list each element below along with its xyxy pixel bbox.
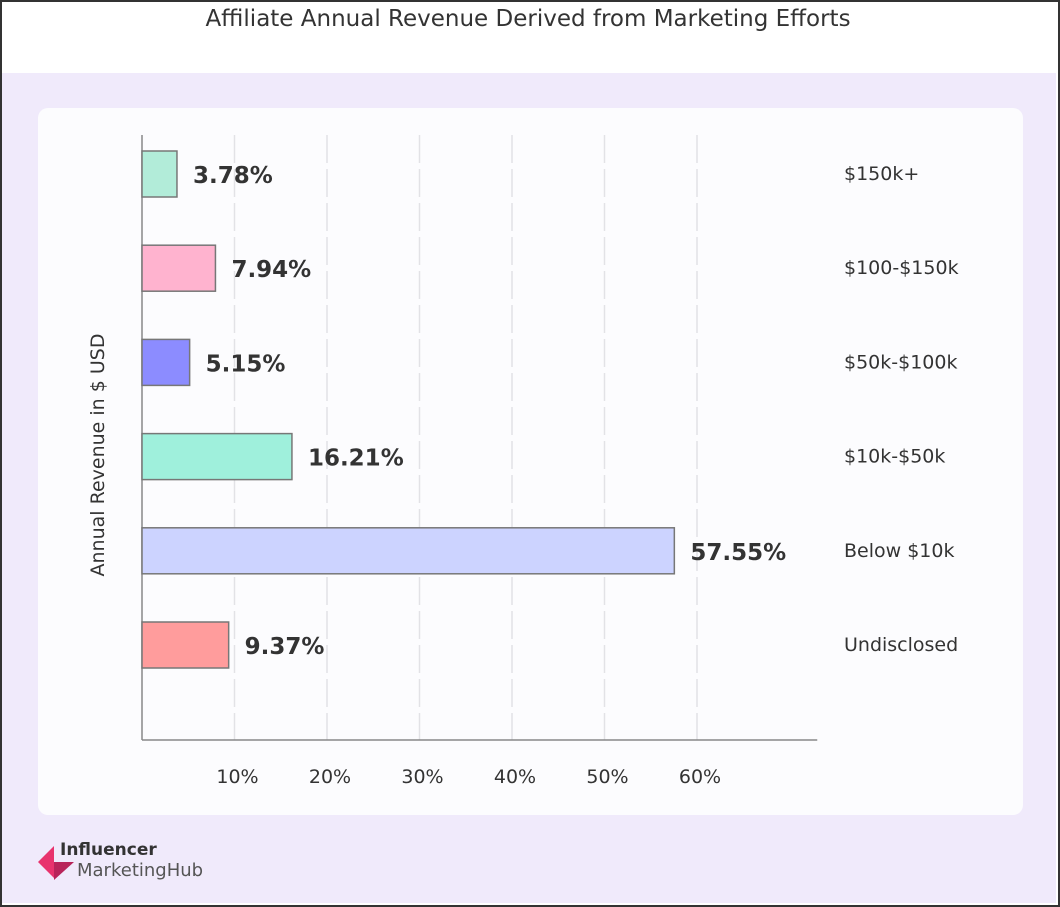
category-label: $10k-$50k bbox=[844, 446, 945, 468]
bar bbox=[141, 338, 191, 387]
data-label: 16.21% bbox=[308, 446, 404, 472]
bar bbox=[141, 432, 293, 481]
data-label: 7.94% bbox=[231, 257, 311, 283]
x-tick-label: 60% bbox=[679, 766, 721, 788]
bar bbox=[141, 244, 217, 292]
logo-line2: MarketingHub bbox=[77, 860, 204, 881]
category-label: $50k-$100k bbox=[844, 351, 957, 373]
bar bbox=[141, 527, 676, 575]
data-label: 3.78% bbox=[193, 163, 273, 189]
data-label: 5.15% bbox=[206, 351, 286, 377]
bar bbox=[141, 150, 178, 198]
category-label: $150k+ bbox=[844, 163, 919, 185]
logo-line1: Influencer bbox=[60, 840, 157, 860]
y-axis-label: Annual Revenue in $ USD bbox=[87, 334, 109, 577]
bar bbox=[141, 621, 230, 669]
data-label: 57.55% bbox=[690, 540, 786, 566]
logo-diamond-icon bbox=[38, 846, 74, 880]
category-label: Below $10k bbox=[844, 540, 954, 562]
x-tick-label: 40% bbox=[494, 766, 536, 788]
x-tick-label: 10% bbox=[216, 766, 258, 788]
category-label: $100-$150k bbox=[844, 257, 959, 279]
x-tick-label: 50% bbox=[586, 766, 628, 788]
x-tick-label: 20% bbox=[309, 766, 351, 788]
chart-title: Affiliate Annual Revenue Derived from Ma… bbox=[205, 6, 851, 32]
x-tick-label: 30% bbox=[401, 766, 443, 788]
category-label: Undisclosed bbox=[844, 634, 958, 656]
data-label: 9.37% bbox=[245, 634, 325, 660]
